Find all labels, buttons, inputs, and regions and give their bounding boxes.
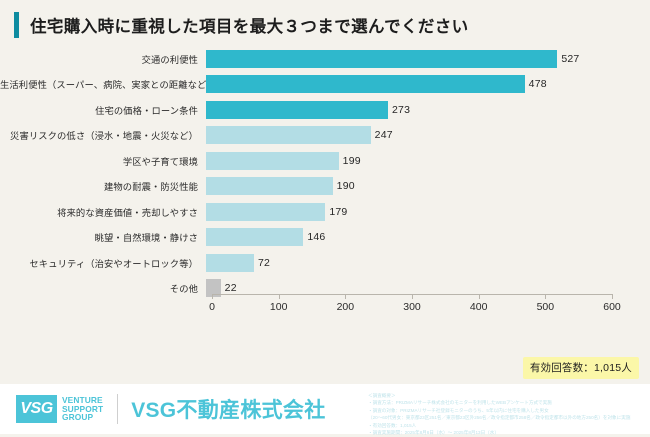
bar-track: 478 (206, 72, 650, 98)
x-axis-tick-label: 500 (536, 301, 555, 313)
x-axis-tick (612, 294, 613, 299)
survey-note-line: （20〜60代男女：東京都23区251名／東京都23区外256名／政令指定都市2… (368, 415, 631, 421)
bar-row: 生活利便性（スーパー、病院、実家との距離など） 478 (0, 72, 650, 98)
x-axis-tick (478, 294, 480, 299)
bar-category-label: 将来的な資産価値・売却しやすさ (57, 207, 198, 218)
x-axis-tick (545, 294, 547, 299)
bar (206, 177, 333, 196)
bar-track: 199 (206, 148, 650, 174)
bar (206, 279, 221, 298)
bar-category-label: セキュリティ（治安やオートロック等） (29, 258, 198, 269)
x-axis-tick-label: 0 (209, 301, 215, 313)
bar-row: 建物の耐震・防災性能 190 (0, 174, 650, 200)
bar (206, 253, 254, 272)
page-title: 住宅購入時に重視した項目を最大３つまで選んでください (0, 0, 650, 38)
bar (206, 75, 525, 94)
vsg-logo-words: VENTURE SUPPORT GROUP (62, 395, 103, 423)
bar (206, 100, 388, 119)
bar (206, 126, 371, 145)
bar-value-label: 273 (392, 103, 411, 116)
bar-track: 273 (206, 97, 650, 123)
bar-row: 交通の利便性 527 (0, 46, 650, 72)
bar-value-label: 190 (336, 180, 355, 193)
x-axis-tick-label: 200 (336, 301, 355, 313)
bar-value-label: 179 (329, 205, 348, 218)
brand-lockup: VSG VENTURE SUPPORT GROUP VSG不動産株式会社 (0, 394, 326, 424)
survey-note-line: ・調査の対象：PRIZMAリサーチ社登録モニターのうち、5年以内に住宅を購入した… (368, 407, 549, 413)
survey-note-line: ・調査実施期間：2025年8月6日（水）〜 2025年8月13日（水） (368, 430, 499, 436)
x-axis-tick-label: 100 (269, 301, 288, 313)
brand-name: VSG不動産株式会社 (131, 399, 326, 422)
bar-value-label: 527 (561, 52, 580, 65)
bar-row: 眺望・自然環境・静けさ 146 (0, 225, 650, 251)
bar-track: 22 (206, 276, 650, 302)
x-axis-tick (212, 294, 213, 299)
bar-track: 190 (206, 174, 650, 200)
x-axis-tick (278, 294, 280, 299)
bar-category-label: 学区や子育て環境 (122, 156, 198, 167)
bar (206, 49, 558, 68)
page-title-text: 住宅購入時に重視した項目を最大３つまで選んでください (30, 17, 469, 36)
bar (206, 228, 304, 247)
brand-divider (117, 394, 119, 424)
bar-value-label: 22 (224, 282, 237, 295)
bar-value-label: 199 (342, 154, 361, 167)
bar-category-label: 災害リスクの低さ（浸水・地震・火災など） (10, 131, 198, 142)
bar-row: 災害リスクの低さ（浸水・地震・火災など） 247 (0, 123, 650, 149)
bar-category-label: 眺望・自然環境・静けさ (94, 233, 198, 244)
bar-track: 247 (206, 123, 650, 149)
survey-notes: ＜調査概要＞ ・調査方法：PRIZMAリサーチ株式会社のモニターを利用したWEBア… (368, 392, 646, 437)
bar-category-label: その他 (169, 284, 198, 295)
bar-row: その他 22 (0, 276, 650, 302)
bar (206, 202, 326, 221)
bar-value-label: 72 (258, 256, 271, 269)
bar-track: 527 (206, 46, 650, 72)
x-axis: 0 100 200 300 400 500 600 (209, 294, 621, 320)
vsg-logo-box: VSG (16, 395, 57, 423)
bar-row: 住宅の価格・ローン条件 273 (0, 97, 650, 123)
bar-track: 146 (206, 225, 650, 251)
bar-row: セキュリティ（治安やオートロック等） 72 (0, 250, 650, 276)
bar-rows: 交通の利便性 527 生活利便性（スーパー、病院、実家との距離など） 478 住宅の価格… (0, 46, 650, 301)
logo-word-2: SUPPORT (62, 403, 104, 414)
x-axis-tick-label: 400 (469, 301, 488, 313)
bar-category-label: 建物の耐震・防災性能 (104, 182, 198, 193)
bar-row: 学区や子育て環境 199 (0, 148, 650, 174)
title-accent-bar (14, 11, 19, 38)
bar-track: 179 (206, 199, 650, 225)
x-axis-tick-label: 600 (603, 301, 621, 313)
survey-note-line: ・有効回答数：1,015人 (368, 422, 417, 428)
logo-word-3: GROUP (62, 412, 94, 423)
footer-bar: VSG VENTURE SUPPORT GROUP VSG不動産株式会社 ＜調査… (0, 384, 650, 437)
bar-track: 72 (206, 250, 650, 276)
valid-answers-badge: 有効回答数：1,015人 (522, 357, 639, 379)
logo-word-1: VENTURE (62, 395, 103, 406)
x-axis-tick-label: 300 (403, 301, 421, 313)
bar-chart: 交通の利便性 527 生活利便性（スーパー、病院、実家との距離など） 478 住宅の価格… (0, 42, 650, 313)
bar-value-label: 247 (374, 129, 393, 142)
bar-value-label: 146 (307, 231, 326, 244)
bar (206, 151, 339, 170)
vsg-logo-text: VSG (20, 400, 53, 417)
bar-category-label: 住宅の価格・ローン条件 (95, 105, 198, 116)
bar-category-label: 交通の利便性 (141, 54, 198, 65)
x-axis-tick (345, 294, 347, 299)
x-axis-tick (412, 294, 413, 299)
vsg-logo-icon: VSG VENTURE SUPPORT GROUP (16, 395, 103, 423)
bar-value-label: 478 (528, 78, 547, 91)
survey-note-line: ＜調査概要＞ (368, 393, 396, 398)
survey-note-line: ・調査方法：PRIZMAリサーチ株式会社のモニターを利用したWEBアンケート方式… (368, 400, 552, 406)
bar-category-label: 生活利便性（スーパー、病院、実家との距離など） (0, 80, 216, 91)
bar-row: 将来的な資産価値・売却しやすさ 179 (0, 199, 650, 225)
